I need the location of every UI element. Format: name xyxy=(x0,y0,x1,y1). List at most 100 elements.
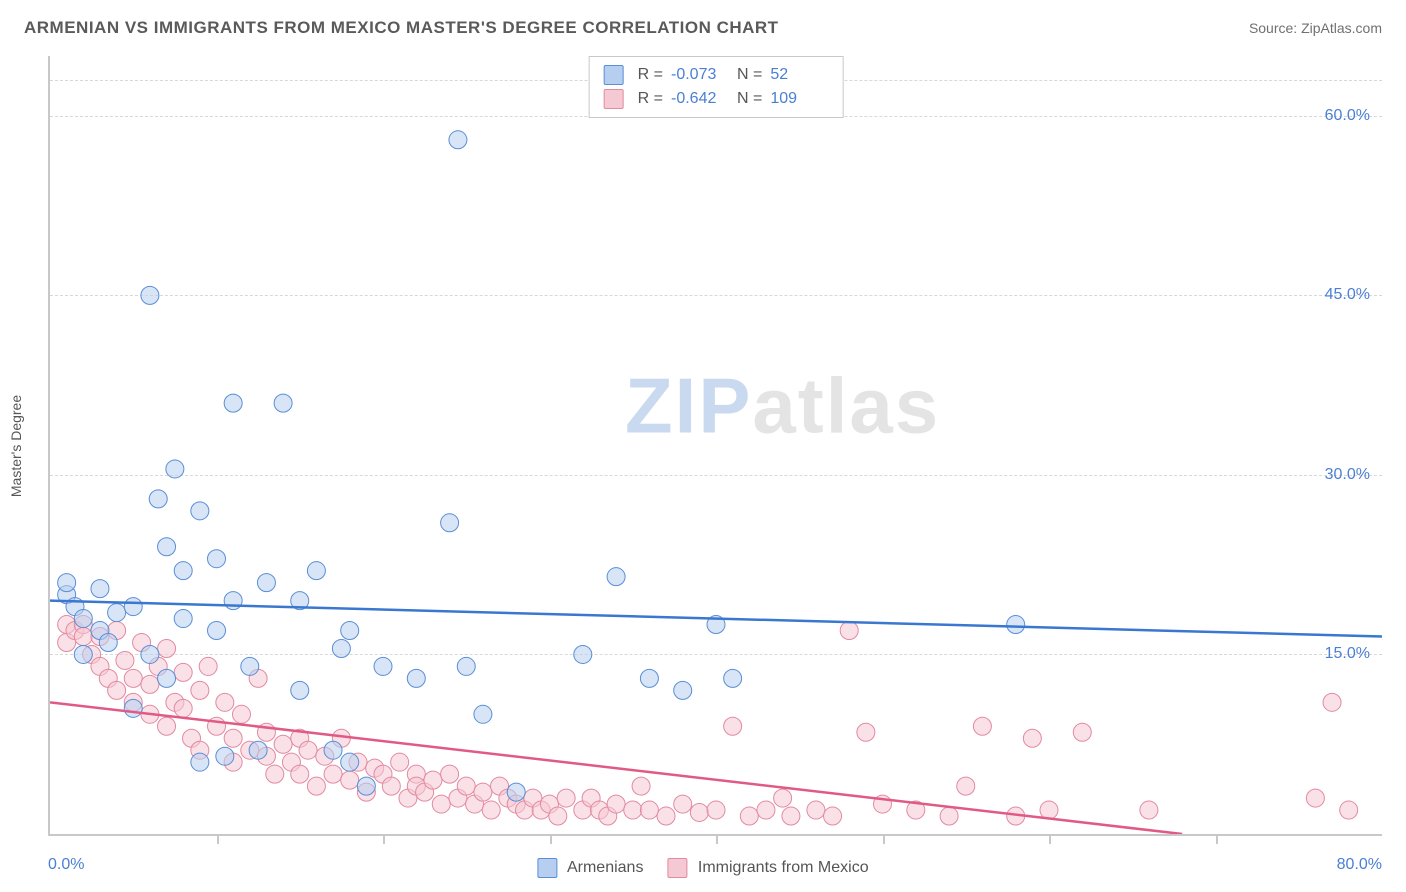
scatter-point xyxy=(674,795,692,813)
scatter-point xyxy=(341,753,359,771)
n-value: 109 xyxy=(770,90,828,108)
scatter-point xyxy=(224,394,242,412)
scatter-point xyxy=(382,777,400,795)
scatter-point xyxy=(141,286,159,304)
scatter-point xyxy=(291,765,309,783)
scatter-point xyxy=(457,657,475,675)
scatter-point xyxy=(757,801,775,819)
chart-title: ARMENIAN VS IMMIGRANTS FROM MEXICO MASTE… xyxy=(24,18,779,38)
scatter-point xyxy=(174,663,192,681)
source-label: Source: ZipAtlas.com xyxy=(1249,20,1382,36)
scatter-point xyxy=(457,777,475,795)
scatter-point xyxy=(208,622,226,640)
scatter-point xyxy=(74,610,92,628)
r-label: R = xyxy=(638,66,663,84)
scatter-point xyxy=(391,753,409,771)
scatter-point xyxy=(158,538,176,556)
scatter-point xyxy=(124,699,142,717)
legend-label: Armenians xyxy=(567,859,643,876)
scatter-point xyxy=(191,681,209,699)
scatter-point xyxy=(216,693,234,711)
scatter-point xyxy=(191,502,209,520)
scatter-point xyxy=(141,675,159,693)
scatter-point xyxy=(174,610,192,628)
scatter-point xyxy=(241,657,259,675)
x-tick xyxy=(716,834,718,844)
scatter-point xyxy=(307,562,325,580)
scatter-point xyxy=(1140,801,1158,819)
scatter-point xyxy=(1340,801,1358,819)
scatter-point xyxy=(91,580,109,598)
x-tick xyxy=(1049,834,1051,844)
scatter-plot-svg xyxy=(50,56,1382,834)
scatter-point xyxy=(216,747,234,765)
legend-square-icon xyxy=(537,858,557,878)
scatter-point xyxy=(307,777,325,795)
scatter-point xyxy=(266,765,284,783)
scatter-point xyxy=(940,807,958,825)
scatter-point xyxy=(441,514,459,532)
scatter-point xyxy=(482,801,500,819)
scatter-point xyxy=(449,131,467,149)
legend-square-icon xyxy=(604,65,624,85)
scatter-point xyxy=(324,741,342,759)
scatter-point xyxy=(99,633,117,651)
scatter-point xyxy=(407,669,425,687)
scatter-point xyxy=(74,645,92,663)
stats-row-series2: R = -0.642 N = 109 xyxy=(604,87,829,111)
scatter-point xyxy=(1073,723,1091,741)
n-label: N = xyxy=(737,66,762,84)
scatter-point xyxy=(357,777,375,795)
scatter-point xyxy=(374,657,392,675)
scatter-point xyxy=(158,669,176,687)
scatter-point xyxy=(174,562,192,580)
scatter-point xyxy=(632,777,650,795)
scatter-point xyxy=(208,550,226,568)
scatter-point xyxy=(441,765,459,783)
legend-item-series2: Immigrants from Mexico xyxy=(667,858,868,878)
scatter-point xyxy=(474,705,492,723)
scatter-point xyxy=(640,669,658,687)
scatter-point xyxy=(674,681,692,699)
legend-square-icon xyxy=(604,89,624,109)
scatter-point xyxy=(274,394,292,412)
x-tick xyxy=(550,834,552,844)
x-tick xyxy=(217,834,219,844)
scatter-point xyxy=(166,460,184,478)
r-value: -0.642 xyxy=(671,90,729,108)
scatter-point xyxy=(957,777,975,795)
scatter-point xyxy=(324,765,342,783)
n-value: 52 xyxy=(770,66,828,84)
scatter-point xyxy=(141,645,159,663)
scatter-point xyxy=(740,807,758,825)
x-tick xyxy=(883,834,885,844)
scatter-point xyxy=(249,741,267,759)
scatter-point xyxy=(158,639,176,657)
scatter-point xyxy=(124,598,142,616)
scatter-point xyxy=(1306,789,1324,807)
x-tick xyxy=(1216,834,1218,844)
scatter-point xyxy=(58,574,76,592)
legend-label: Immigrants from Mexico xyxy=(698,859,869,876)
scatter-point xyxy=(149,490,167,508)
scatter-point xyxy=(574,645,592,663)
scatter-point xyxy=(1023,729,1041,747)
legend-bottom: Armenians Immigrants from Mexico xyxy=(537,858,868,878)
scatter-point xyxy=(973,717,991,735)
scatter-point xyxy=(432,795,450,813)
scatter-point xyxy=(341,771,359,789)
scatter-point xyxy=(232,705,250,723)
scatter-point xyxy=(299,741,317,759)
y-axis-label: Master's Degree xyxy=(8,395,24,497)
scatter-point xyxy=(782,807,800,825)
scatter-point xyxy=(774,789,792,807)
stats-row-series1: R = -0.073 N = 52 xyxy=(604,63,829,87)
scatter-point xyxy=(199,657,217,675)
scatter-point xyxy=(840,622,858,640)
scatter-point xyxy=(291,681,309,699)
scatter-point xyxy=(124,669,142,687)
scatter-point xyxy=(274,735,292,753)
scatter-point xyxy=(807,801,825,819)
r-value: -0.073 xyxy=(671,66,729,84)
scatter-point xyxy=(640,801,658,819)
